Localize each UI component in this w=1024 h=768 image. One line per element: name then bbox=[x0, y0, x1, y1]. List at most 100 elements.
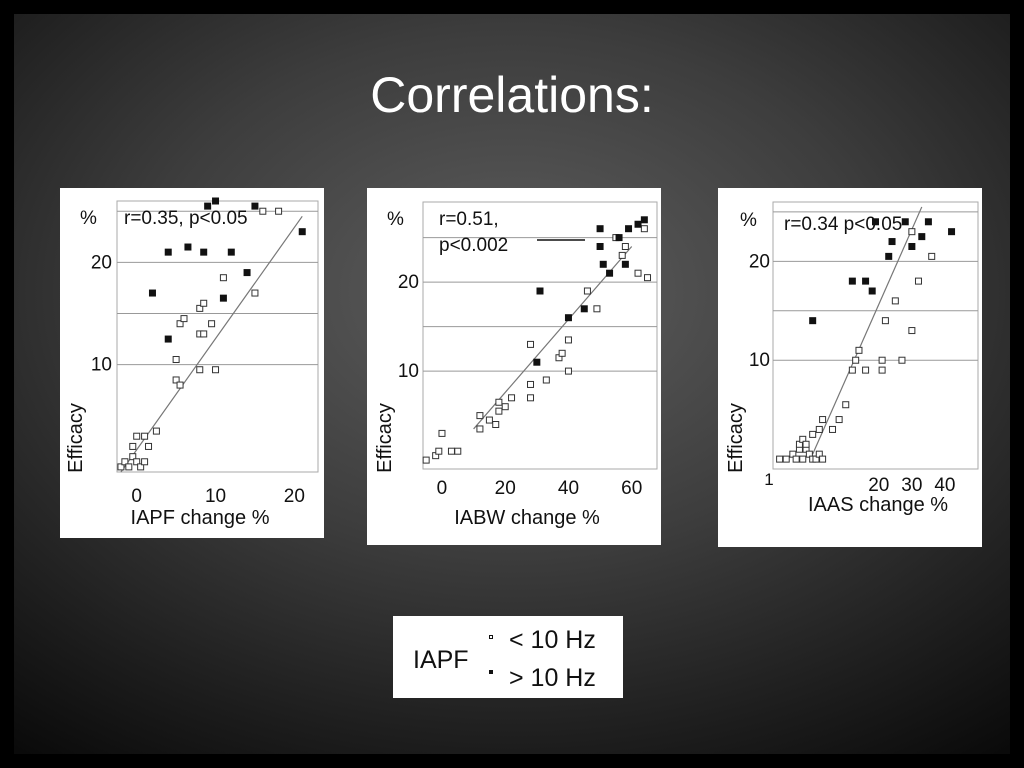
x-tick-label: 20 bbox=[284, 486, 305, 507]
data-point-open bbox=[212, 366, 220, 374]
legend-label: < 10 Hz bbox=[509, 626, 596, 654]
data-point-open bbox=[196, 366, 204, 374]
regression-line bbox=[473, 246, 633, 430]
data-point-open bbox=[908, 327, 916, 335]
filled-square-icon bbox=[489, 670, 493, 674]
data-point-open bbox=[527, 394, 535, 402]
x-tick-label: 0 bbox=[437, 478, 448, 499]
data-point-open bbox=[495, 407, 503, 415]
data-point-filled bbox=[885, 252, 893, 260]
x-tick-label: 30 bbox=[901, 475, 922, 496]
data-point-filled bbox=[596, 243, 604, 250]
data-point-open bbox=[852, 356, 860, 364]
data-point-open bbox=[644, 274, 652, 282]
data-point-open bbox=[878, 366, 886, 374]
data-point-filled bbox=[901, 218, 909, 226]
data-point-filled bbox=[243, 269, 251, 277]
data-point-open bbox=[476, 412, 484, 420]
x-tick-label: 20 bbox=[495, 478, 516, 499]
data-point-open bbox=[172, 356, 180, 364]
legend-label: > 10 Hz bbox=[509, 664, 596, 692]
scatter-plot-iapf: r=0.35, p<0.05% 10 20 Efficacy 0 10 20 IAPF cha… bbox=[65, 197, 319, 529]
regression-line bbox=[812, 206, 923, 455]
x-tick-label: 1 bbox=[764, 470, 773, 489]
data-point-filled bbox=[868, 287, 876, 295]
data-point-open bbox=[129, 453, 137, 461]
data-point-filled bbox=[219, 294, 227, 302]
data-point-filled bbox=[862, 277, 870, 285]
scatter-plot-iaas: r=0.34 p<0.05% 10 20 Efficacy 20 30 40 1 IAAS ch… bbox=[725, 201, 979, 516]
data-point-open bbox=[542, 376, 550, 384]
data-point-filled bbox=[564, 314, 572, 322]
x-axis-label: IAPF change % bbox=[131, 507, 270, 529]
data-point-open bbox=[208, 320, 216, 328]
data-point-open bbox=[129, 442, 137, 450]
data-point-open bbox=[819, 416, 827, 424]
x-tick-label: 0 bbox=[131, 486, 142, 507]
data-point-filled bbox=[606, 269, 614, 277]
data-point-open bbox=[564, 336, 572, 344]
data-point-open bbox=[137, 463, 145, 471]
data-point-open bbox=[200, 330, 208, 338]
y-tick-label: 10 bbox=[398, 361, 419, 382]
y-unit-label: % bbox=[80, 208, 97, 229]
data-point-open bbox=[133, 432, 141, 440]
data-point-filled bbox=[908, 243, 916, 250]
data-point-open bbox=[485, 416, 493, 424]
y-unit-label: % bbox=[740, 210, 757, 231]
legend-title: IAPF bbox=[413, 646, 469, 674]
data-point-open bbox=[176, 320, 184, 328]
data-point-open bbox=[776, 455, 784, 463]
data-point-filled bbox=[227, 248, 235, 256]
data-point-open bbox=[855, 346, 863, 354]
data-point-open bbox=[476, 425, 484, 433]
data-point-open bbox=[125, 463, 133, 471]
data-point-open bbox=[141, 458, 149, 466]
chart-panel-iaas: r=0.34 p<0.05% 10 20 Efficacy 20 30 40 1 IAAS ch… bbox=[718, 188, 982, 547]
data-point-open bbox=[835, 416, 843, 424]
y-tick-label: 20 bbox=[749, 251, 770, 272]
data-point-filled bbox=[200, 248, 208, 256]
data-point-open bbox=[583, 287, 591, 295]
data-point-open bbox=[438, 429, 446, 437]
data-point-open bbox=[422, 456, 430, 464]
data-point-filled bbox=[634, 220, 642, 228]
data-point-open bbox=[809, 430, 817, 438]
data-point-open bbox=[640, 225, 648, 233]
data-point-filled bbox=[164, 335, 172, 343]
data-point-open bbox=[176, 381, 184, 389]
data-point-open bbox=[881, 317, 889, 325]
data-point-filled bbox=[615, 234, 623, 242]
data-point-open bbox=[862, 366, 870, 374]
data-point-filled bbox=[809, 317, 817, 325]
data-point-filled bbox=[872, 218, 879, 226]
data-point-open bbox=[447, 447, 455, 455]
data-point-open bbox=[152, 427, 160, 435]
data-point-open bbox=[180, 315, 188, 323]
data-point-filled bbox=[596, 225, 604, 233]
x-tick-label: 20 bbox=[868, 475, 889, 496]
data-point-filled bbox=[625, 225, 633, 233]
chart-panel-iabw: r=0.51, p<0.002% 10 20 Efficacy 0 20 40 60 IABW c… bbox=[367, 188, 661, 545]
data-point-open bbox=[829, 425, 837, 433]
data-point-open bbox=[593, 305, 601, 313]
data-point-filled bbox=[298, 228, 306, 236]
data-point-open bbox=[275, 207, 283, 215]
data-point-open bbox=[435, 447, 443, 455]
data-point-open bbox=[558, 349, 566, 357]
data-point-open bbox=[121, 458, 129, 466]
x-tick-label: 40 bbox=[934, 475, 955, 496]
data-point-open bbox=[914, 277, 922, 285]
data-point-filled bbox=[888, 238, 896, 246]
data-point-open bbox=[454, 447, 462, 455]
correlation-annotation: r=0.35, p<0.05 bbox=[124, 208, 248, 229]
correlation-annotation: p<0.002 bbox=[439, 235, 508, 256]
x-tick-label: 10 bbox=[205, 486, 226, 507]
data-point-open bbox=[908, 228, 916, 236]
data-point-open bbox=[621, 243, 629, 250]
chart-panel-iapf: r=0.35, p<0.05% 10 20 Efficacy 0 10 20 IAPF cha… bbox=[60, 188, 324, 538]
data-point-open bbox=[891, 297, 899, 305]
data-point-filled bbox=[533, 358, 541, 366]
y-axis-label: Efficacy bbox=[725, 403, 747, 473]
data-point-open bbox=[492, 421, 500, 428]
